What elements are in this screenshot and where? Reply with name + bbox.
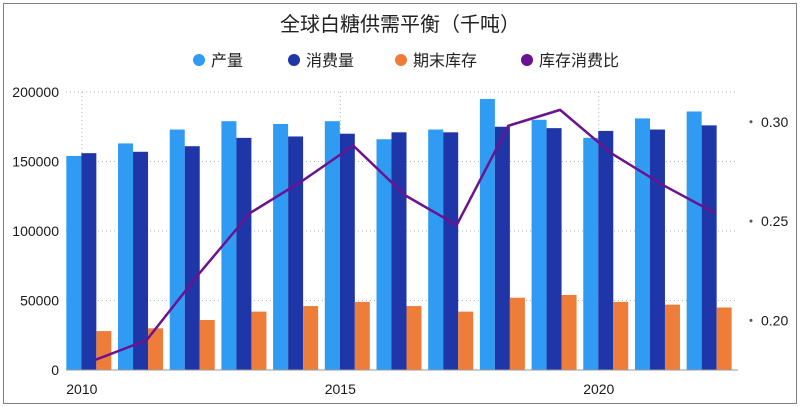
chart-canvas: 全球白糖供需平衡（千吨） 产量 消费量 期末库存 库存消费比 0 50000 100000… xyxy=(12,12,788,397)
chart-legend: 产量 消费量 期末库存 库存消费比 xyxy=(193,51,619,70)
bar-期末库存-2022 xyxy=(716,307,732,370)
bar-消费量-2014 xyxy=(288,136,304,370)
bar-产量-2014 xyxy=(273,123,289,370)
bar-产量-2015 xyxy=(324,121,340,370)
y2-tick-mark-1 xyxy=(749,219,753,223)
y2-tick-label-0: 0.20 xyxy=(761,312,788,328)
y2-tick-label-2: 0.30 xyxy=(761,114,788,130)
bar-产量-2012 xyxy=(169,129,185,370)
y-tick-label-2: 100000 xyxy=(12,223,59,239)
legend-marker-2 xyxy=(395,54,407,66)
bar-期末库存-2018 xyxy=(509,297,525,370)
y2-tick-label-1: 0.25 xyxy=(761,213,788,229)
bar-期末库存-2012 xyxy=(199,319,215,370)
bar-期末库存-2020 xyxy=(613,301,629,370)
x-tick-label-0: 2010 xyxy=(66,381,97,397)
legend-label-0: 产量 xyxy=(211,51,243,70)
bar-消费量-2019 xyxy=(546,128,562,370)
ratio-line-group xyxy=(94,108,716,362)
bar-期末库存-2010 xyxy=(96,331,112,370)
bar-消费量-2018 xyxy=(494,126,510,370)
bar-消费量-2011 xyxy=(133,151,149,370)
bar-消费量-2016 xyxy=(391,132,407,370)
x-tick-label-2: 2020 xyxy=(583,381,614,397)
y-tick-label-4: 200000 xyxy=(12,84,59,100)
bar-期末库存-2015 xyxy=(354,301,370,370)
chart-title: 全球白糖供需平衡（千吨） xyxy=(280,12,520,36)
bar-消费量-2015 xyxy=(339,133,355,370)
bar-消费量-2022 xyxy=(701,125,717,370)
bar-产量-2021 xyxy=(634,118,650,370)
legend-label-3: 库存消费比 xyxy=(539,51,619,70)
bar-消费量-2020 xyxy=(598,130,614,370)
y-tick-label-1: 50000 xyxy=(20,293,59,309)
legend-marker-0 xyxy=(193,54,205,66)
legend-label-1: 消费量 xyxy=(306,51,354,70)
bar-产量-2013 xyxy=(221,121,237,370)
bar-产量-2020 xyxy=(583,137,599,370)
legend-marker-3 xyxy=(521,54,533,66)
bar-消费量-2012 xyxy=(184,146,200,370)
y2-tick-mark-0 xyxy=(749,318,753,322)
chart-axes: 0 50000 100000 150000 200000 0.20 0.25 0.30 2010… xyxy=(12,84,788,397)
bar-产量-2011 xyxy=(118,143,134,370)
bar-消费量-2010 xyxy=(81,153,97,370)
bar-消费量-2013 xyxy=(236,137,252,370)
bar-产量-2010 xyxy=(66,155,82,370)
bar-产量-2017 xyxy=(428,129,444,370)
bar-期末库存-2013 xyxy=(251,311,267,370)
y-tick-label-0: 0 xyxy=(51,362,59,378)
ratio-line xyxy=(94,108,716,362)
bar-消费量-2017 xyxy=(443,132,459,370)
bar-消费量-2021 xyxy=(649,129,665,370)
bar-期末库存-2019 xyxy=(561,294,577,370)
bar-期末库存-2011 xyxy=(148,328,164,370)
y2-tick-mark-2 xyxy=(749,120,753,124)
bar-产量-2019 xyxy=(531,119,547,370)
bar-产量-2016 xyxy=(376,139,392,370)
bar-期末库存-2016 xyxy=(406,306,422,370)
legend-label-2: 期末库存 xyxy=(413,51,477,70)
chart-frame: 全球白糖供需平衡（千吨） 产量 消费量 期末库存 库存消费比 0 50000 100000… xyxy=(3,3,797,404)
bar-产量-2018 xyxy=(479,98,495,370)
bar-期末库存-2014 xyxy=(303,306,319,370)
y-tick-label-3: 150000 xyxy=(12,154,59,170)
x-tick-label-1: 2015 xyxy=(325,381,356,397)
legend-marker-1 xyxy=(288,54,300,66)
bar-期末库存-2021 xyxy=(664,304,680,370)
bars-group xyxy=(66,98,732,371)
bar-产量-2022 xyxy=(686,111,702,371)
bar-期末库存-2017 xyxy=(458,311,474,370)
